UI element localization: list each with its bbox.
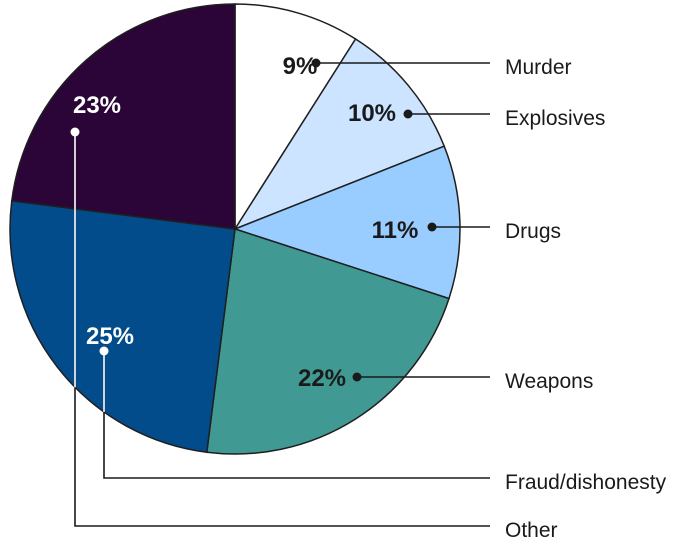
- pie-slice-weapons: [205, 228, 450, 455]
- slice-percent-weapons: 22%: [298, 365, 346, 392]
- legend-label-other: Other: [505, 519, 558, 542]
- slice-percent-other: 23%: [73, 92, 121, 119]
- legend-label-explosives: Explosives: [505, 107, 605, 130]
- leader-dot-drugs: [427, 222, 437, 232]
- pie-slice-explosives: [233, 37, 446, 231]
- leader-dot-fraud-dishonesty: [99, 346, 109, 356]
- slice-labels: 9% Murder 10% Explosives 11% Drugs 22% Weapons 2…: [73, 53, 667, 542]
- leader-dot-murder: [311, 58, 321, 68]
- legend-label-fraud-dishonesty: Fraud/dishonesty: [505, 471, 667, 494]
- pie-slice-drugs: [232, 145, 461, 300]
- legend-label-murder: Murder: [505, 56, 572, 79]
- leader-lines: [70, 58, 490, 527]
- slice-percent-fraud-dishonesty: 25%: [86, 323, 134, 350]
- pie-slice-murder: [234, 3, 357, 232]
- leader-dot-other: [70, 127, 80, 137]
- legend-label-weapons: Weapons: [505, 370, 593, 393]
- slice-percent-drugs: 11%: [372, 217, 419, 244]
- pie-slice-other: [10, 3, 236, 230]
- slice-percent-murder: 9%: [283, 53, 318, 80]
- legend-label-drugs: Drugs: [505, 220, 561, 243]
- slice-percent-explosives: 10%: [348, 100, 396, 127]
- leader-dot-explosives: [403, 109, 413, 119]
- pie-slice-fraud-dishonesty: [9, 199, 236, 454]
- leader-dot-weapons: [352, 372, 362, 382]
- pie-slices: [9, 3, 461, 455]
